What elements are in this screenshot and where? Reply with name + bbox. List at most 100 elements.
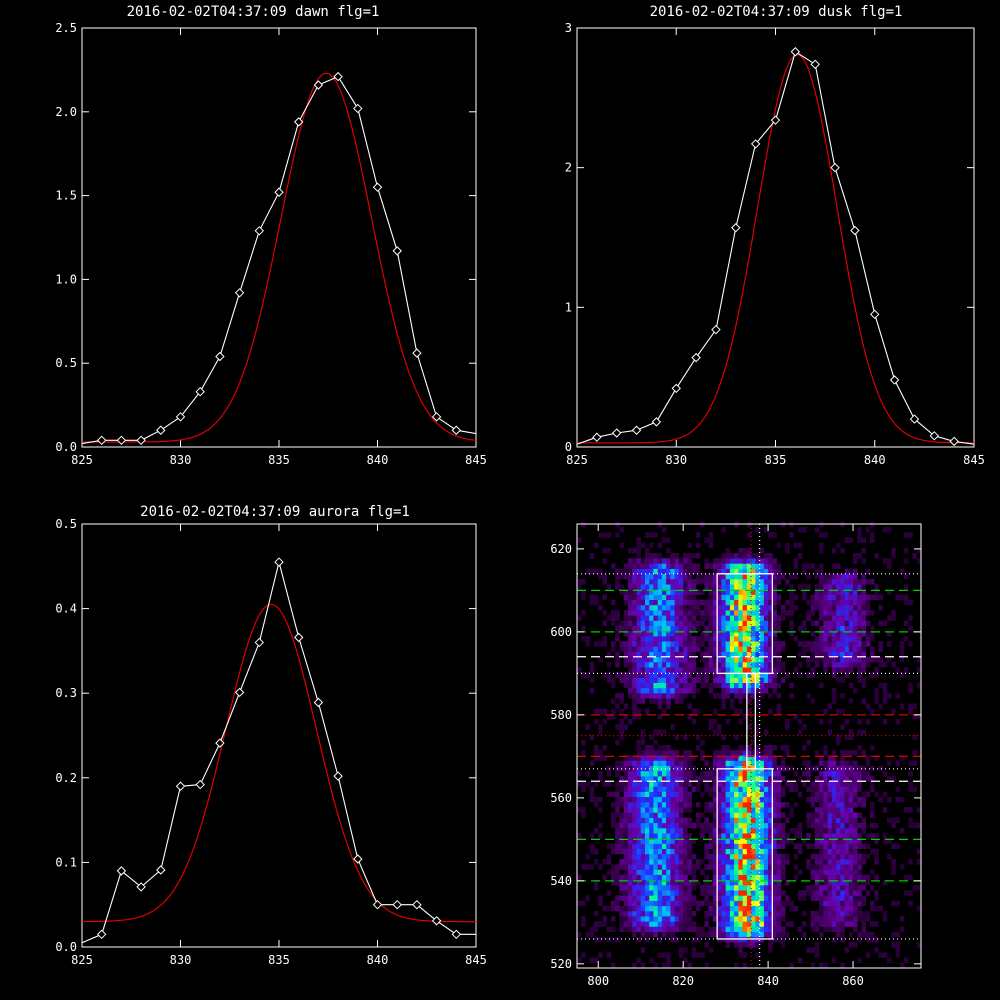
heatmap-cell xyxy=(738,802,743,808)
heatmap-cell xyxy=(721,651,726,658)
heatmap-cell xyxy=(704,910,709,917)
heatmap-cell xyxy=(666,693,671,699)
heatmap-cell xyxy=(678,594,684,600)
heatmap-cell xyxy=(725,910,731,917)
heatmap-cell xyxy=(831,651,837,658)
heatmap-cell xyxy=(755,579,760,585)
heatmap-cell xyxy=(717,926,722,932)
heatmap-cell xyxy=(674,651,680,658)
heatmap-cell xyxy=(636,838,641,844)
heatmap-cell xyxy=(755,729,760,735)
heatmap-cell xyxy=(772,573,777,580)
heatmap-cell xyxy=(589,843,595,849)
heatmap-cell xyxy=(853,656,858,663)
heatmap-cell xyxy=(708,610,714,616)
heatmap-cell xyxy=(721,853,726,860)
heatmap-cell xyxy=(666,615,671,621)
heatmap-cell xyxy=(628,579,633,585)
heatmap-cell xyxy=(695,776,701,782)
heatmap-cell xyxy=(785,895,790,901)
heatmap-cell xyxy=(695,625,701,632)
heatmap-cell xyxy=(725,760,731,766)
heatmap-cell xyxy=(661,921,667,927)
heatmap-cell xyxy=(687,542,692,549)
heatmap-cell xyxy=(848,838,854,844)
heatmap-cell xyxy=(628,599,633,606)
heatmap-cell xyxy=(678,843,684,849)
heatmap-cell xyxy=(823,641,828,647)
data-point xyxy=(96,929,107,940)
heatmap-cell xyxy=(734,563,739,569)
heatmap-cell xyxy=(661,558,667,564)
heatmap-cell xyxy=(704,558,709,564)
heatmap-cell xyxy=(772,568,777,575)
heatmap-cell xyxy=(878,682,883,689)
heatmap-cell xyxy=(717,610,722,616)
heatmap-cell xyxy=(755,812,760,818)
heatmap-cell xyxy=(721,682,726,689)
heatmap-cell xyxy=(632,630,637,637)
heatmap-cell xyxy=(746,667,752,673)
heatmap-cell xyxy=(708,843,714,849)
heatmap-cell xyxy=(814,620,820,626)
heatmap-cell xyxy=(623,905,629,912)
heatmap-cell xyxy=(645,579,650,585)
heatmap-cell xyxy=(840,864,845,870)
heatmap-cell xyxy=(670,905,675,912)
heatmap-cell xyxy=(755,636,760,642)
heatmap-cell xyxy=(721,921,726,927)
heatmap-cell xyxy=(661,796,667,803)
heatmap-cell xyxy=(827,828,833,834)
heatmap-cell xyxy=(717,625,722,632)
data-point xyxy=(731,223,741,233)
heatmap-cell xyxy=(742,610,748,616)
heatmap-cell xyxy=(738,900,743,907)
heatmap-cell xyxy=(657,760,663,766)
heatmap-cell xyxy=(831,838,837,844)
heatmap-cell xyxy=(695,734,701,741)
heatmap-cell xyxy=(848,942,854,948)
heatmap-cell xyxy=(763,905,769,912)
heatmap-cell xyxy=(725,828,731,834)
heatmap-cell xyxy=(734,579,739,585)
heatmap-cell xyxy=(827,620,833,626)
heatmap-cell xyxy=(742,962,748,969)
heatmap-cell xyxy=(882,662,888,668)
heatmap-cell xyxy=(768,864,773,870)
heatmap-cell xyxy=(882,879,888,886)
heatmap-cell xyxy=(645,604,650,611)
heatmap-cell xyxy=(908,859,913,865)
heatmap-cell xyxy=(708,641,714,647)
heatmap-cell xyxy=(734,838,739,844)
heatmap-cell xyxy=(717,895,722,901)
heatmap-cell xyxy=(640,905,646,912)
heatmap-cell xyxy=(721,641,726,647)
heatmap-cell xyxy=(704,599,709,606)
heatmap-cell xyxy=(857,916,862,922)
heatmap-cell xyxy=(712,770,718,777)
heatmap-cell xyxy=(836,646,841,652)
heatmap-cell xyxy=(708,926,714,932)
heatmap-cell xyxy=(691,646,697,652)
data-point xyxy=(353,854,363,864)
heatmap-cell xyxy=(640,615,646,621)
heatmap-cell xyxy=(853,620,858,626)
heatmap-cell xyxy=(674,905,680,912)
heatmap-cell xyxy=(780,521,786,528)
heatmap-cell xyxy=(636,900,641,907)
heatmap-cell xyxy=(840,760,845,766)
heatmap-cell xyxy=(861,770,866,777)
heatmap-cell xyxy=(814,833,820,839)
heatmap-cell xyxy=(865,874,871,881)
heatmap-cell xyxy=(661,765,667,772)
heatmap-cell xyxy=(738,926,743,932)
heatmap-cell xyxy=(628,558,633,564)
heatmap-cell xyxy=(645,745,650,751)
data-point xyxy=(136,882,146,892)
heatmap-cell xyxy=(742,599,748,606)
heatmap-cell xyxy=(734,895,739,901)
heatmap-cell xyxy=(806,610,811,616)
heatmap-cell xyxy=(819,838,824,844)
heatmap-cell xyxy=(623,573,629,580)
heatmap-cell xyxy=(700,926,705,932)
